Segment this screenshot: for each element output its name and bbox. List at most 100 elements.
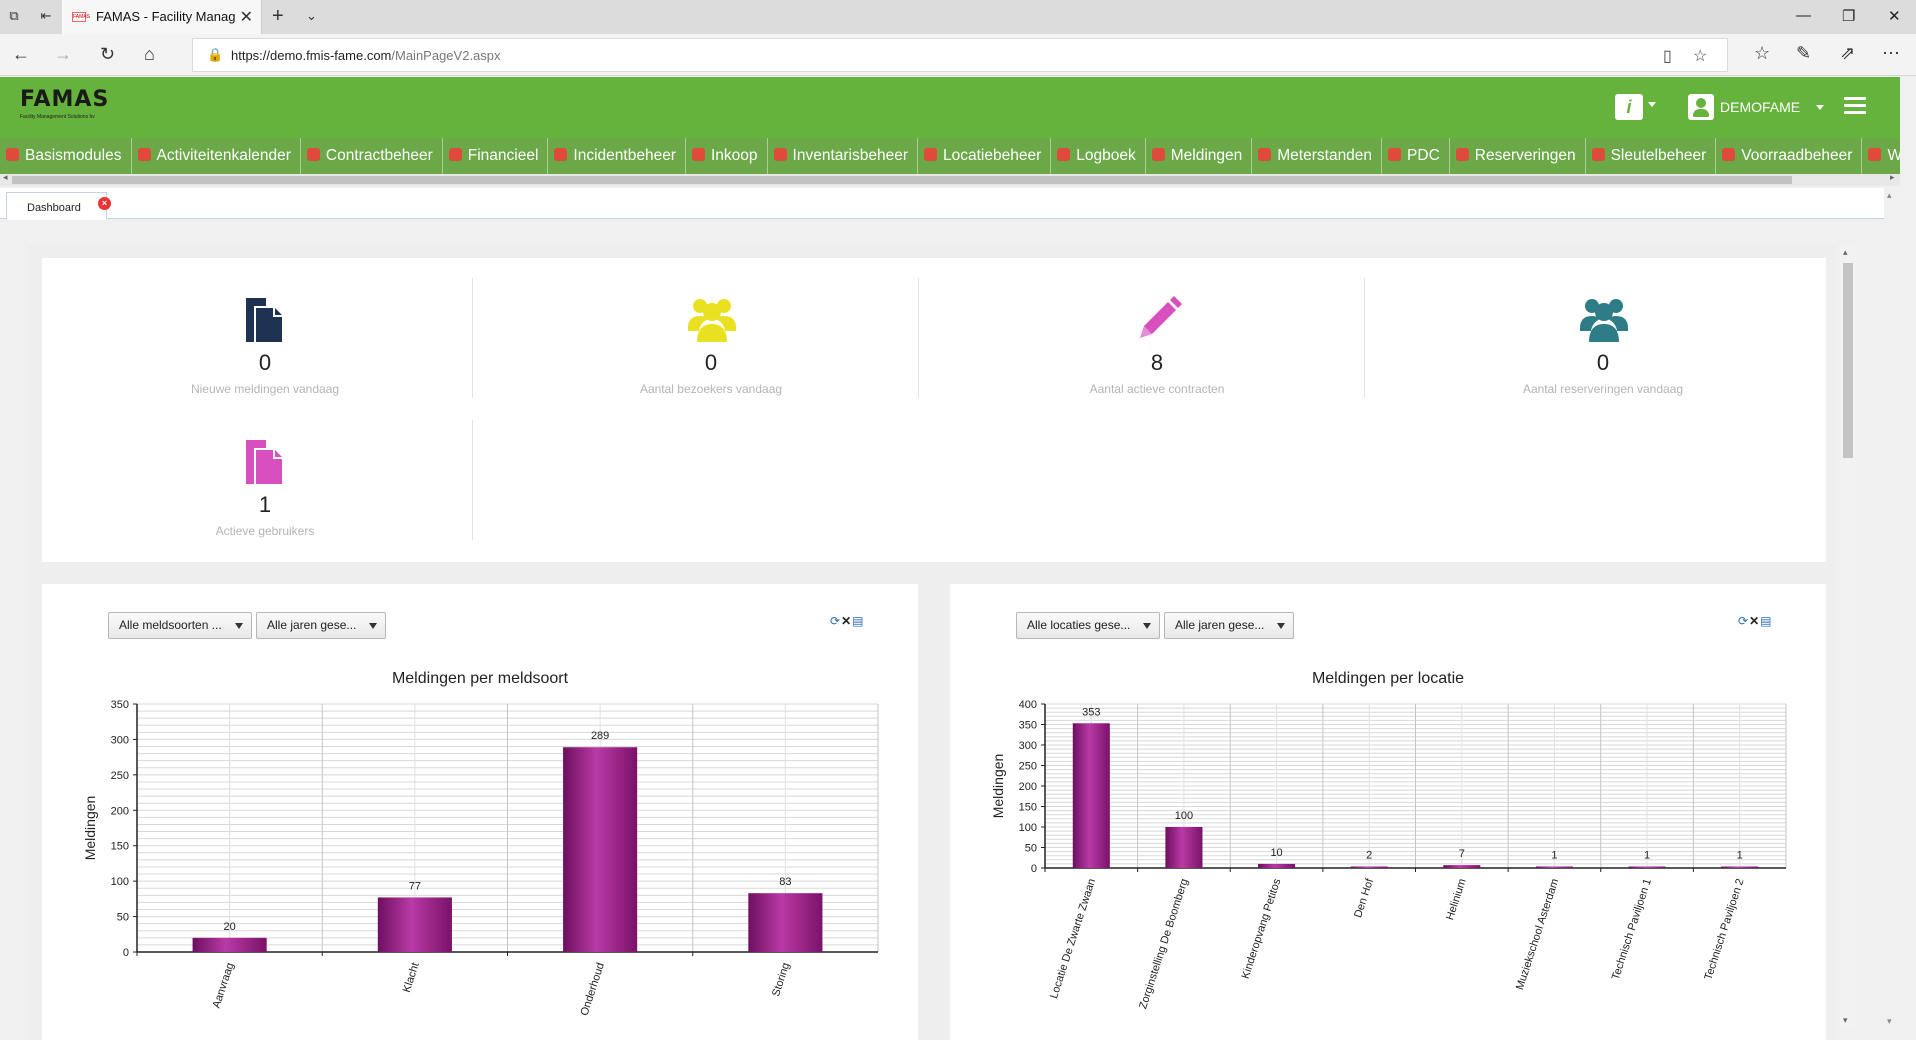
menu-item-meldingen[interactable]: Meldingen [1146, 138, 1253, 174]
stat-active-contracts[interactable]: 8 Aantal actieve contracten [934, 288, 1380, 408]
home-icon[interactable]: ⌂ [144, 44, 155, 64]
menu-item-label: Financieel [467, 147, 539, 164]
filter-year-select[interactable]: Alle jaren gese... [1164, 612, 1294, 639]
favorites-hub-icon[interactable]: ☆ [1754, 43, 1771, 63]
dashboard-scrollbar-thumb[interactable] [1843, 263, 1853, 458]
page-scrollbar[interactable]: ▴ ▾ [1884, 188, 1900, 1030]
new-tab-icon[interactable]: + [272, 5, 284, 27]
menu-item-financieel[interactable]: Financieel [443, 138, 549, 174]
dashboard-scroll-up-icon[interactable]: ▴ [1843, 247, 1848, 257]
export-pdf-icon[interactable]: ▤ [852, 614, 865, 628]
menu-item-reserveringen[interactable]: Reserveringen [1450, 138, 1586, 174]
bar[interactable] [192, 937, 267, 952]
tab-dashboard[interactable]: Dashboard × [6, 192, 111, 220]
close-tab-dashboard-icon[interactable]: × [98, 197, 111, 210]
menu-item-incidentbeheer[interactable]: Incidentbeheer [548, 138, 686, 174]
restore-icon[interactable]: ❐ [1842, 8, 1856, 25]
menu-item-label: Wage [1887, 147, 1900, 164]
pen-icon[interactable]: ✎ [1796, 43, 1812, 63]
menu-item-inventarisbeheer[interactable]: Inventarisbeheer [768, 138, 918, 174]
y-tick-label: 0 [123, 947, 129, 959]
share-icon[interactable]: ⇗ [1840, 43, 1856, 63]
user-name: DEMOFAME [1720, 99, 1801, 115]
menu-item-voorraadbeheer[interactable]: Voorraadbeheer [1716, 138, 1863, 174]
tab-list-chevron-icon[interactable]: ⌄ [306, 8, 317, 23]
user-caret-icon [1816, 105, 1824, 110]
menu-item-label: Incidentbeheer [573, 147, 676, 164]
dashboard-scroll-down-icon[interactable]: ▾ [1843, 1015, 1848, 1025]
filter-locatie-select[interactable]: Alle locaties gese... [1016, 612, 1160, 639]
bar[interactable] [1721, 866, 1759, 869]
back-icon[interactable]: ← [12, 44, 30, 64]
minimize-icon[interactable]: — [1796, 7, 1811, 24]
menu-scrollbar-thumb[interactable] [12, 176, 1792, 184]
stat-visitors-today[interactable]: 0 Aantal bezoekers vandaag [488, 288, 934, 408]
app-header: FAMAS Facility Management Solutions bv i… [0, 77, 1900, 138]
hamburger-menu-icon[interactable] [1844, 97, 1866, 115]
menu-scrollbar[interactable]: ◂ ▸ [0, 172, 1900, 186]
menu-item-locatiebeheer[interactable]: Locatiebeheer [918, 138, 1052, 174]
bar[interactable] [1072, 723, 1110, 868]
page-scroll-down-icon[interactable]: ▾ [1887, 1016, 1892, 1026]
y-axis-label: Meldingen [82, 796, 98, 861]
filter-year-select[interactable]: Alle jaren gese... [256, 612, 386, 639]
chevron-down-icon [235, 623, 243, 629]
address-bar[interactable]: 🔒 https://demo.fmis-fame.com/MainPageV2.… [192, 38, 1728, 72]
info-icon[interactable]: i [1615, 94, 1643, 120]
bar[interactable] [377, 897, 452, 952]
filter-meldsoort-select[interactable]: Alle meldsoorten ... [108, 612, 252, 639]
favorite-star-icon[interactable]: ☆ [1693, 48, 1708, 65]
dashboard-scrollbar[interactable]: ▴ ▾ [1840, 245, 1856, 1030]
scroll-right-icon[interactable]: ▸ [1890, 172, 1895, 182]
stat-new-notifications[interactable]: 0 Nieuwe meldingen vandaag [42, 288, 488, 408]
tab-actions-icon[interactable]: ⧉ [9, 8, 19, 23]
data-label: 353 [1082, 706, 1100, 718]
bar[interactable] [748, 893, 823, 952]
address-toolbar: ← → ↻ ⌂ 🔒 https://demo.fmis-fame.com/Mai… [0, 34, 1916, 76]
bar[interactable] [563, 747, 638, 952]
reading-view-icon[interactable]: ▯ [1663, 48, 1672, 65]
menu-item-logboek[interactable]: Logboek [1051, 138, 1146, 174]
calendar-icon [137, 148, 151, 161]
menu-item-basismodules[interactable]: Basismodules [0, 138, 132, 174]
url-text[interactable]: https://demo.fmis-fame.com/MainPageV2.as… [231, 48, 501, 63]
module-menu: Basismodules Activiteitenkalender Contract… [0, 138, 1900, 174]
menu-item-wage[interactable]: Wage [1862, 138, 1900, 174]
bar[interactable] [1350, 866, 1388, 869]
close-window-icon[interactable]: ✕ [1888, 8, 1901, 25]
bar[interactable] [1535, 866, 1573, 869]
stat-active-users[interactable]: 1 Actieve gebruikers [42, 430, 488, 550]
more-icon[interactable]: ⋯ [1882, 43, 1900, 63]
data-label: 7 [1459, 848, 1465, 860]
x-tick-label: Locatie De Zwarte Zwaan [1048, 877, 1098, 1000]
forward-icon[interactable]: → [54, 44, 72, 64]
scroll-left-icon[interactable]: ◂ [3, 172, 8, 182]
menu-item-inkoop[interactable]: Inkoop [686, 138, 768, 174]
filter-year-value: Alle jaren gese... [1175, 618, 1265, 632]
info-caret-icon[interactable] [1648, 102, 1656, 107]
browser-tab[interactable]: FAMAS FAMAS - Facility Manag ✕ [62, 0, 262, 34]
clear-chart-icon[interactable]: ✕ [841, 614, 853, 628]
refresh-icon[interactable]: ↻ [100, 44, 116, 64]
page-scroll-up-icon[interactable]: ▴ [1887, 190, 1892, 200]
menu-item-meterstanden[interactable]: Meterstanden [1252, 138, 1383, 174]
close-tab-icon[interactable]: ✕ [239, 9, 253, 26]
refresh-chart-icon[interactable]: ⟳ [1738, 614, 1750, 628]
stat-value: 0 [704, 350, 718, 375]
set-aside-tabs-icon[interactable]: ⇤ [40, 8, 52, 23]
refresh-chart-icon[interactable]: ⟳ [830, 614, 842, 628]
menu-item-sleutelbeheer[interactable]: Sleutelbeheer [1586, 138, 1717, 174]
vehicle-icon [1868, 148, 1882, 161]
clear-chart-icon[interactable]: ✕ [1749, 614, 1761, 628]
famas-logo[interactable]: FAMAS Facility Management Solutions bv [20, 87, 110, 120]
y-tick-label: 300 [1019, 740, 1037, 752]
stat-reservations-today[interactable]: 0 Aantal reserveringen vandaag [1380, 288, 1826, 408]
bar[interactable] [1443, 865, 1481, 868]
export-pdf-icon[interactable]: ▤ [1760, 614, 1773, 628]
menu-item-contractbeheer[interactable]: Contractbeheer [301, 138, 443, 174]
bar[interactable] [1628, 866, 1666, 869]
menu-item-activiteitenkalender[interactable]: Activiteitenkalender [132, 138, 301, 174]
bar[interactable] [1165, 827, 1203, 868]
bar[interactable] [1258, 863, 1296, 868]
menu-item-pdc[interactable]: PDC [1382, 138, 1450, 174]
